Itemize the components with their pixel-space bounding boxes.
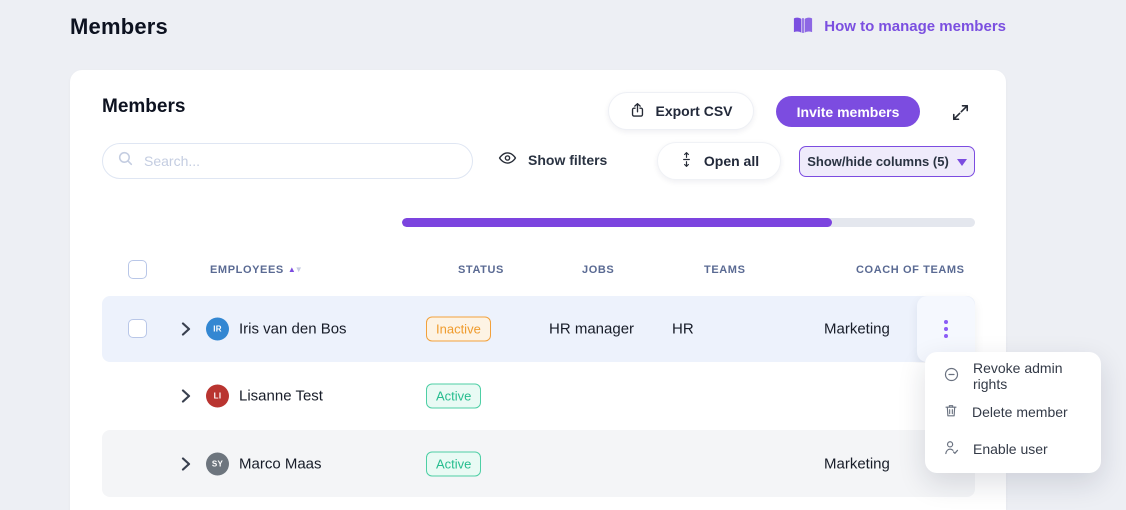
menu-item-label: Revoke admin rights xyxy=(973,360,1063,393)
avatar: SY xyxy=(206,452,229,475)
member-name: Iris van den Bos xyxy=(239,320,347,338)
table-header: EMPLOYEES ▲ ▼ STATUS JOBS TEAMS COACH OF T… xyxy=(102,250,975,294)
menu-item-revoke-admin-rights[interactable]: Revoke admin rights xyxy=(925,359,1101,393)
progress-bar-fill xyxy=(402,218,832,227)
column-header-teams[interactable]: TEAMS xyxy=(704,264,746,276)
sort-icon[interactable]: ▲ ▼ xyxy=(287,265,303,274)
menu-item-enable-user[interactable]: Enable user xyxy=(925,432,1101,466)
member-name: Lisanne Test xyxy=(239,387,323,405)
page-title: Members xyxy=(70,14,168,39)
menu-item-label: Enable user xyxy=(973,440,1048,457)
row-actions-button[interactable] xyxy=(917,296,975,362)
open-all-label: Open all xyxy=(703,153,760,169)
table-row[interactable]: SY Marco Maas Active Marketing xyxy=(102,430,975,497)
columns-button-label: Show/hide columns (5) xyxy=(807,154,949,169)
status-badge: Active xyxy=(426,383,482,409)
invite-members-button[interactable]: Invite members xyxy=(776,96,920,127)
teams-cell: HR xyxy=(672,320,694,338)
export-csv-button[interactable]: Export CSV xyxy=(608,92,754,130)
show-filters-button[interactable]: Show filters xyxy=(498,150,607,169)
column-header-employees[interactable]: EMPLOYEES ▲ ▼ xyxy=(210,264,303,276)
show-filters-label: Show filters xyxy=(528,151,608,168)
eye-icon xyxy=(498,150,517,169)
chevron-right-icon[interactable] xyxy=(180,456,192,471)
coach-of-teams-cell: Marketing xyxy=(824,455,890,472)
kebab-menu-icon xyxy=(944,320,948,338)
search-icon xyxy=(117,150,134,172)
status-badge: Inactive xyxy=(426,316,491,342)
menu-item-delete-member[interactable]: Delete member xyxy=(925,395,1101,429)
avatar: IR xyxy=(206,317,229,341)
open-all-button[interactable]: Open all xyxy=(657,142,781,180)
menu-item-label: Delete member xyxy=(972,404,1068,421)
employees-header-label: EMPLOYEES xyxy=(210,264,284,276)
jobs-cell: HR manager xyxy=(549,320,635,338)
chevron-right-icon[interactable] xyxy=(180,322,192,336)
status-badge: Active xyxy=(426,451,482,476)
row-checkbox[interactable] xyxy=(128,319,147,338)
help-link-label: How to manage members xyxy=(824,17,1006,35)
caret-down-icon xyxy=(956,154,967,169)
select-all-checkbox[interactable] xyxy=(128,260,147,279)
sort-asc-icon: ▲ xyxy=(287,265,296,274)
table-row[interactable]: IR Iris van den Bos Inactive HR manager … xyxy=(102,296,975,362)
members-card: Members Export CSV Invite members xyxy=(70,70,1006,510)
export-button-label: Export CSV xyxy=(655,103,733,119)
search-box xyxy=(102,143,473,179)
column-header-jobs[interactable]: JOBS xyxy=(582,264,615,276)
invite-button-label: Invite members xyxy=(796,103,900,120)
minus-circle-icon xyxy=(943,366,960,386)
avatar: LI xyxy=(206,384,229,408)
user-check-icon xyxy=(943,439,960,459)
book-icon xyxy=(792,16,814,36)
how-to-manage-members-link[interactable]: How to manage members xyxy=(792,16,1006,36)
card-title: Members xyxy=(102,96,186,117)
unfold-vertical-icon xyxy=(679,151,694,171)
chevron-right-icon[interactable] xyxy=(180,389,192,403)
row-actions-menu: Revoke admin rights Delete member Enable… xyxy=(925,352,1101,473)
column-header-status[interactable]: STATUS xyxy=(458,264,504,276)
export-icon xyxy=(629,101,646,122)
search-input[interactable] xyxy=(144,153,458,169)
member-name: Marco Maas xyxy=(239,455,322,472)
coach-of-teams-cell: Marketing xyxy=(824,320,890,338)
sort-desc-icon: ▼ xyxy=(294,265,303,274)
show-hide-columns-button[interactable]: Show/hide columns (5) xyxy=(799,146,975,177)
column-header-coach-of-teams[interactable]: COACH OF TEAMS xyxy=(856,264,965,276)
progress-bar xyxy=(402,218,975,227)
expand-arrows-icon[interactable] xyxy=(946,98,974,126)
trash-icon xyxy=(943,402,959,422)
table-row[interactable]: LI Lisanne Test Active xyxy=(102,363,975,429)
